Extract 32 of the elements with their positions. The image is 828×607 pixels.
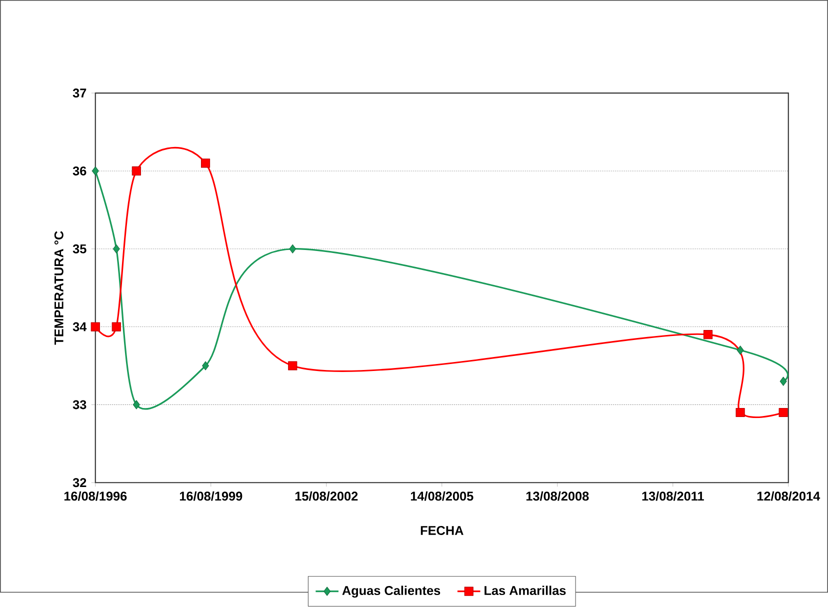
x-tick-label: 12/08/2014 — [757, 492, 820, 502]
y-tick-label: 35 — [72, 244, 86, 254]
y-tick-label: 32 — [72, 478, 86, 488]
point — [736, 346, 744, 355]
point — [92, 166, 99, 176]
x-tick-label: 13/08/2008 — [526, 492, 589, 502]
point — [132, 166, 141, 176]
x-tick-label: 16/08/1999 — [180, 492, 242, 502]
y-tick-label: 34 — [72, 322, 87, 332]
x-tick-label: 13/08/2011 — [642, 492, 704, 502]
x-tick-label: 14/08/2005 — [410, 492, 474, 502]
point — [90, 322, 100, 332]
point — [202, 361, 209, 371]
point — [780, 377, 787, 386]
y-tick-label: 37 — [72, 88, 86, 98]
point — [288, 361, 298, 371]
x-tick-label: 15/08/2002 — [295, 492, 358, 502]
legend-label: Aguas Calientes — [342, 586, 440, 598]
point — [132, 400, 140, 410]
point — [778, 408, 788, 418]
y-tick-label: 33 — [72, 400, 86, 410]
y-tick-label: 36 — [72, 166, 86, 176]
y-axis-title: TEMPERATURA °C — [54, 231, 64, 345]
legend-label: Las Amarillas — [484, 586, 566, 596]
point — [736, 408, 745, 418]
point — [200, 158, 210, 168]
point — [289, 244, 296, 254]
x-axis-title: FECHA — [420, 526, 464, 536]
point — [112, 322, 121, 332]
point — [703, 330, 713, 340]
x-tick-label: 16/08/1996 — [64, 492, 127, 502]
point — [112, 244, 120, 254]
